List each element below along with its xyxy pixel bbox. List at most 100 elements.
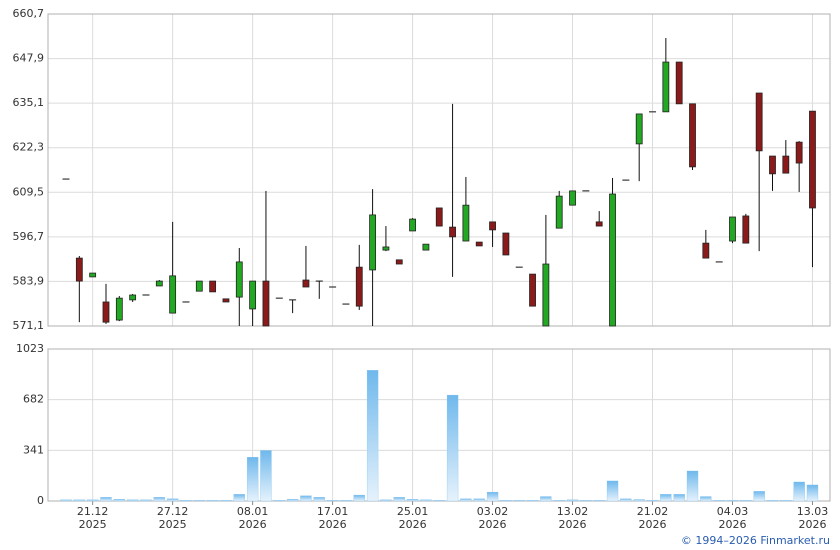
candle-body [222,298,230,303]
volume-bar [673,494,685,502]
y-tick-label: 660,7 [13,7,45,20]
volume-bar [726,500,739,502]
volume-bar [87,499,99,502]
candle-body [782,155,790,174]
candle-body [502,232,510,256]
volume-bar [806,484,819,502]
volume-bar [366,370,379,502]
volume-bar [326,500,339,502]
x-tick-year: 2026 [639,518,667,531]
x-tick-year: 2026 [399,518,427,531]
footer: © 1994–2026 Finmarket.ru [681,534,830,547]
candle-body [569,190,576,206]
candle-body [262,280,270,327]
candle-body [409,218,416,232]
volume-bar [566,499,579,502]
volume-bar [780,500,792,502]
volume-bar [740,500,752,502]
volume-bar [353,494,365,502]
volume-bar [206,500,219,502]
candle-body [795,141,803,164]
volume-bar [73,499,85,502]
candle-body [809,110,816,209]
x-tick-label: 13.03 [797,505,829,518]
x-tick-label: 13.02 [557,505,589,518]
y-tick-label: 583,9 [13,274,45,287]
y-tick-label: 647,9 [13,52,45,65]
volume-bar [513,500,525,502]
volume-bar [793,481,805,502]
y-tick-label: 622,3 [13,141,45,154]
x-tick-label: 25.01 [397,505,429,518]
candle-body [195,280,203,292]
volume-tick-label: 1023 [16,342,44,355]
volume-bar [273,500,285,502]
price-frame [47,13,831,327]
volume-bar [420,499,432,502]
volume-bar [446,394,459,502]
y-tick-label: 571,1 [13,319,45,332]
x-tick-label: 08.01 [237,505,269,518]
volume-bar [246,457,259,502]
volume-bar [100,497,112,502]
volume-bar [300,495,312,502]
volume-bar [260,450,272,502]
volume-bar [313,497,325,502]
candle-body [529,273,536,307]
volume-frame [47,348,831,502]
x-tick-year: 2026 [319,518,347,531]
candle-body [689,103,696,168]
x-tick-year: 2025 [79,518,107,531]
volume-bar [766,500,779,502]
volume-bar [580,500,592,502]
x-tick-year: 2026 [479,518,507,531]
candle-body [302,279,310,288]
volume-bar [127,499,139,502]
volume-bar [193,500,205,502]
volume-bar [700,496,712,502]
x-tick-year: 2026 [798,518,826,531]
volume-bar [380,499,392,502]
candle-body [355,266,363,307]
candle-body [769,155,776,175]
y-tick-label: 635,1 [13,96,45,109]
x-tick-year: 2026 [239,518,267,531]
candle-body [395,259,403,265]
candle-body [755,92,763,152]
volume-bar [633,499,645,502]
volume-bar [433,500,445,502]
volume-bar [180,500,192,502]
volume-tick-label: 682 [23,393,44,406]
candle-body [729,216,736,242]
x-tick-label: 17.01 [317,505,349,518]
candle-body [702,242,710,259]
candle-body [609,193,616,327]
candle-body [75,257,83,282]
candle-body [115,297,123,321]
candle-body [555,195,563,229]
volume-bar [540,496,552,502]
volume-bar [286,499,299,502]
candle-body [382,246,390,251]
volume-bar [153,497,165,502]
volume-bar [500,500,512,502]
x-tick-year: 2025 [159,518,187,531]
candle-body [369,214,376,271]
candle-body [675,61,683,105]
volume-bar [620,498,632,502]
volume-bar [340,500,352,502]
volume-bar [593,500,605,502]
volume-bar [473,498,485,502]
volume-tick-label: 0 [37,494,44,507]
candle-body [169,275,177,314]
candle-body [542,263,550,327]
candle-body [635,113,643,145]
volume-bar [526,500,539,502]
x-tick-label: 21.02 [637,505,669,518]
candle-body [435,207,443,227]
x-tick-label: 21.12 [77,505,109,518]
candle-body [742,215,750,244]
volume-bar [606,480,619,502]
candle-body [489,221,496,231]
